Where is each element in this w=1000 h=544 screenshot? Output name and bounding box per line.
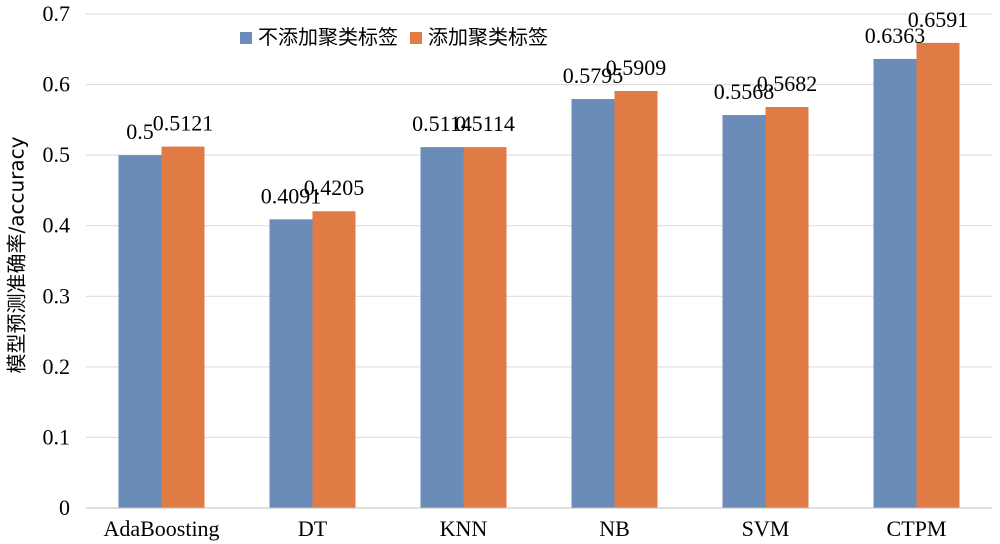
data-label: 0.5909 xyxy=(606,55,667,80)
bar xyxy=(614,90,658,508)
y-tick-label: 0.3 xyxy=(43,283,71,308)
x-axis-categories: AdaBoosting DT KNN NB SVM CTPM xyxy=(103,516,946,541)
y-tick-label: 0.4 xyxy=(43,213,71,238)
bar xyxy=(463,147,507,508)
x-category-label: NB xyxy=(599,516,630,541)
legend-swatch xyxy=(240,32,252,44)
bar xyxy=(873,58,917,508)
data-label: 0.5114 xyxy=(412,111,472,136)
bar xyxy=(571,99,615,508)
bar xyxy=(722,115,766,508)
bar xyxy=(420,147,464,508)
legend-swatch xyxy=(410,32,422,44)
y-axis-label: 模型预测准确率/accuracy xyxy=(5,136,29,373)
data-label: 0.4091 xyxy=(261,183,322,208)
data-label: 0.5114 xyxy=(455,111,515,136)
data-label: 0.5795 xyxy=(563,63,624,88)
x-category-label: SVM xyxy=(742,516,790,541)
y-tick-label: 0.1 xyxy=(43,424,71,449)
data-label: 0.6591 xyxy=(908,7,969,32)
bar xyxy=(765,107,809,508)
gridlines xyxy=(86,13,992,438)
legend-label: 添加聚类标签 xyxy=(428,25,548,49)
y-tick-label: 0.6 xyxy=(43,72,71,97)
bar xyxy=(118,155,162,508)
bar xyxy=(269,219,313,508)
bar xyxy=(312,211,356,509)
y-axis-ticks: 0 0.1 0.2 0.3 0.4 0.5 0.6 0.7 xyxy=(43,1,71,520)
y-tick-label: 0.5 xyxy=(43,142,71,167)
bars xyxy=(118,42,960,509)
x-category-label: KNN xyxy=(440,516,488,541)
data-label: 0.5682 xyxy=(757,71,818,96)
x-category-label: DT xyxy=(298,516,328,541)
bar xyxy=(916,42,960,509)
data-label: 0.5121 xyxy=(153,111,214,136)
legend-label: 不添加聚类标签 xyxy=(258,25,398,49)
data-label: 0.4205 xyxy=(304,175,365,200)
data-label: 0.5 xyxy=(126,119,154,144)
x-category-label: CTPM xyxy=(887,516,947,541)
bar xyxy=(161,146,205,509)
y-tick-label: 0 xyxy=(59,495,70,520)
x-category-label: AdaBoosting xyxy=(103,516,219,541)
data-labels: 0.5 0.51210.40910.42050.51140.51140.57950… xyxy=(126,7,968,208)
y-tick-label: 0.7 xyxy=(43,1,71,26)
legend: 不添加聚类标签 添加聚类标签 xyxy=(240,25,548,49)
y-tick-label: 0.2 xyxy=(43,354,71,379)
data-label: 0.6363 xyxy=(865,23,926,48)
data-label: 0.5568 xyxy=(714,79,775,104)
